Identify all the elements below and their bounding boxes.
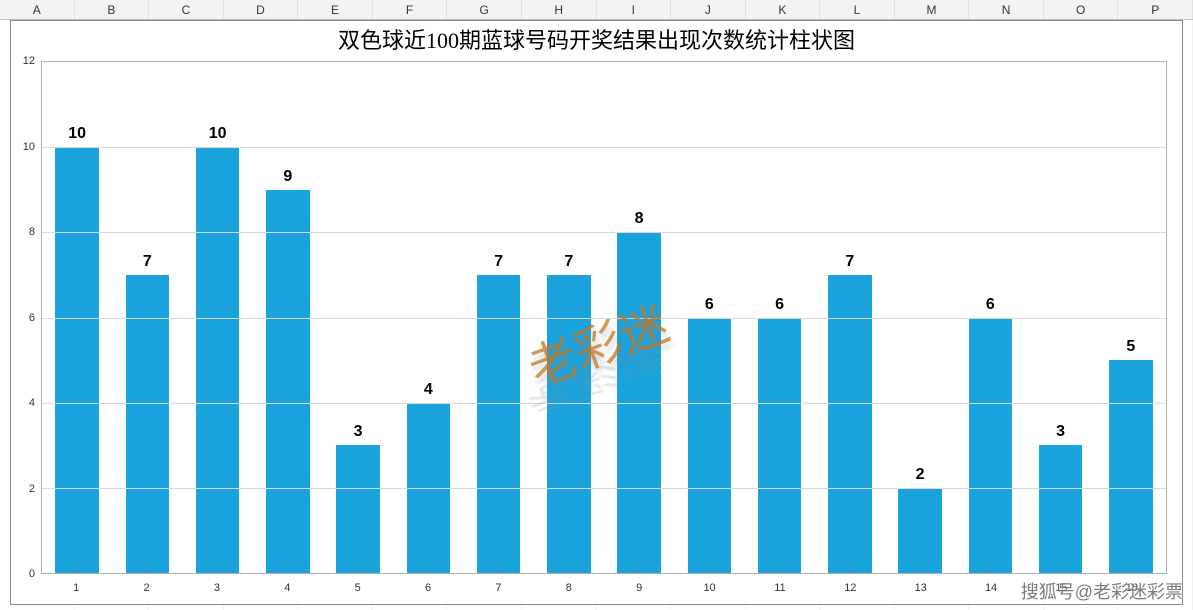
column-header[interactable]: D [224, 0, 299, 19]
bar-value-label: 3 [336, 423, 380, 441]
x-tick [849, 569, 850, 573]
y-gridline [42, 147, 1166, 148]
bar-value-label: 7 [828, 253, 872, 271]
bar-value-label: 8 [617, 210, 661, 228]
x-tick [1130, 569, 1131, 573]
x-tick-label: 6 [425, 582, 431, 594]
x-tick-label: 7 [495, 582, 501, 594]
x-tick [217, 569, 218, 573]
y-tick-label: 10 [23, 141, 35, 153]
bar: 6 [758, 318, 802, 574]
bar: 6 [969, 318, 1013, 574]
x-tick-label: 5 [355, 582, 361, 594]
column-header[interactable]: K [746, 0, 821, 19]
column-header[interactable]: G [447, 0, 522, 19]
x-tick [779, 569, 780, 573]
bar: 3 [1039, 445, 1083, 573]
bar-value-label: 10 [196, 125, 240, 143]
chart-container: 双色球近100期蓝球号码开奖结果出现次数统计柱状图 024681012 1071… [10, 20, 1183, 605]
x-tick-label: 9 [636, 582, 642, 594]
column-header[interactable]: B [75, 0, 150, 19]
column-header[interactable]: O [1044, 0, 1119, 19]
bar-value-label: 9 [266, 168, 310, 186]
y-gridline [42, 232, 1166, 233]
bar-value-label: 4 [407, 381, 451, 399]
bar-value-label: 5 [1109, 338, 1153, 356]
x-tick-label: 14 [985, 582, 997, 594]
column-header[interactable]: I [597, 0, 672, 19]
y-tick-label: 6 [29, 312, 35, 324]
bar: 7 [477, 275, 521, 573]
plot-area: 107109347786672635 [41, 61, 1167, 574]
y-tick-label: 12 [23, 55, 35, 67]
bar: 6 [688, 318, 732, 574]
x-tick [568, 569, 569, 573]
column-header[interactable]: M [895, 0, 970, 19]
x-tick-label: 13 [915, 582, 927, 594]
x-tick-label: 2 [144, 582, 150, 594]
y-gridline [42, 488, 1166, 489]
bar: 5 [1109, 360, 1153, 573]
x-tick [990, 569, 991, 573]
x-tick-label: 8 [566, 582, 572, 594]
x-tick-label: 3 [214, 582, 220, 594]
bar-value-label: 7 [477, 253, 521, 271]
x-tick [77, 569, 78, 573]
x-tick [1060, 569, 1061, 573]
bar-value-label: 3 [1039, 423, 1083, 441]
bar: 10 [196, 147, 240, 573]
bar-value-label: 6 [969, 296, 1013, 314]
bar: 7 [828, 275, 872, 573]
x-tick-label: 4 [284, 582, 290, 594]
x-tick [358, 569, 359, 573]
x-tick [920, 569, 921, 573]
bar: 7 [547, 275, 591, 573]
bar: 3 [336, 445, 380, 573]
bar-value-label: 2 [898, 466, 942, 484]
column-header[interactable]: F [373, 0, 448, 19]
column-header[interactable]: N [969, 0, 1044, 19]
x-tick-label: 1 [73, 582, 79, 594]
y-axis-labels: 024681012 [11, 61, 39, 574]
column-header[interactable]: J [671, 0, 746, 19]
column-header[interactable]: E [298, 0, 373, 19]
y-tick-label: 2 [29, 483, 35, 495]
chart-title: 双色球近100期蓝球号码开奖结果出现次数统计柱状图 [11, 23, 1182, 55]
bar: 2 [898, 488, 942, 573]
y-tick-label: 4 [29, 397, 35, 409]
y-tick-label: 8 [29, 226, 35, 238]
bar: 9 [266, 190, 310, 573]
column-header[interactable]: L [820, 0, 895, 19]
bar-value-label: 7 [547, 253, 591, 271]
x-tick-label: 10 [703, 582, 715, 594]
x-tick [709, 569, 710, 573]
x-axis-labels: 12345678910111213141516 [41, 576, 1167, 604]
column-header[interactable]: C [149, 0, 224, 19]
bar-value-label: 6 [758, 296, 802, 314]
x-tick [498, 569, 499, 573]
y-gridline [42, 403, 1166, 404]
bar: 7 [126, 275, 170, 573]
x-tick-label: 15 [1055, 582, 1067, 594]
x-tick [287, 569, 288, 573]
y-gridline [42, 318, 1166, 319]
bar-value-label: 10 [55, 125, 99, 143]
x-tick [428, 569, 429, 573]
bar-value-label: 6 [688, 296, 732, 314]
spreadsheet-column-headers: ABCDEFGHIJKLMNOP [0, 0, 1193, 20]
x-tick-label: 11 [774, 582, 785, 594]
column-header[interactable]: A [0, 0, 75, 19]
bar: 10 [55, 147, 99, 573]
x-tick-label: 12 [844, 582, 856, 594]
x-tick-label: 16 [1126, 582, 1138, 594]
x-tick [639, 569, 640, 573]
y-tick-label: 0 [29, 568, 35, 580]
column-header[interactable]: H [522, 0, 597, 19]
x-tick [147, 569, 148, 573]
bar-value-label: 7 [126, 253, 170, 271]
column-header[interactable]: P [1118, 0, 1193, 19]
